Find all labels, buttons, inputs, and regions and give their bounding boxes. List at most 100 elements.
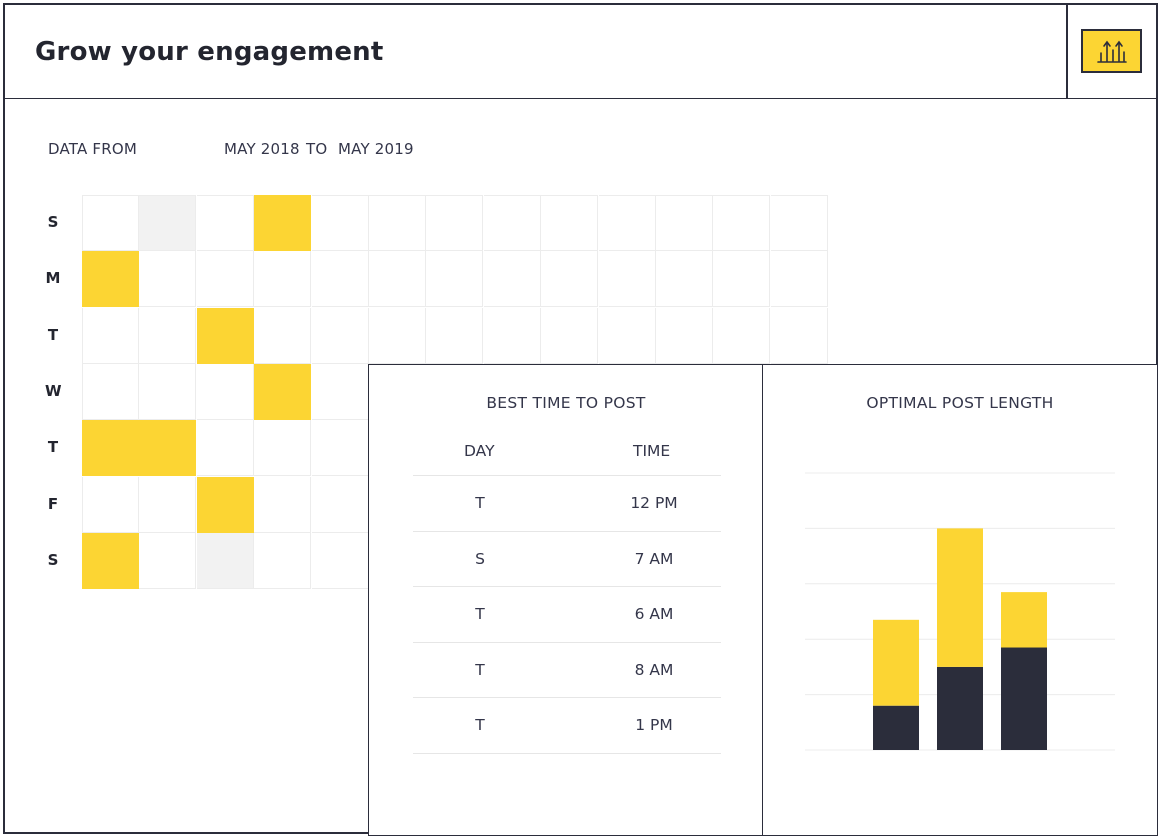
day-label: M: [45, 269, 61, 288]
heatmap-cell: [82, 363, 139, 420]
heatmap-cell: [311, 251, 369, 308]
heatmap-cell: [311, 532, 369, 589]
table-divider: [413, 586, 721, 587]
day-label: S: [47, 213, 59, 231]
heatmap-cell: [196, 307, 254, 364]
bar-segment-dark: [1001, 647, 1047, 750]
heatmap-cell: [541, 195, 599, 251]
row-day: T: [475, 494, 485, 512]
optimal-length-panel: OPTIMAL POST LENGTH: [762, 364, 1158, 836]
date-to: MAY 2019: [338, 140, 414, 158]
page-title: Grow your engagement: [35, 37, 384, 67]
day-label: T: [47, 325, 59, 344]
bar-segment-dark: [873, 705, 919, 750]
bar-chart-arrows-icon[interactable]: [1081, 29, 1142, 73]
row-day: T: [475, 716, 485, 734]
table-divider: [413, 752, 721, 754]
header-divider: [1066, 5, 1068, 98]
heatmap-cell: [426, 195, 484, 251]
heatmap-cell: [82, 420, 139, 477]
row-time: 1 PM: [635, 716, 673, 734]
bar-segment-yellow: [937, 528, 983, 667]
heatmap-cell: [196, 420, 254, 477]
heatmap-cell: [770, 307, 828, 364]
day-label: F: [47, 494, 59, 513]
heatmap-cell: [713, 251, 771, 308]
heatmap-cell: [196, 195, 254, 251]
card-header: Grow your engagement: [5, 5, 1156, 99]
heatmap-cell: [254, 532, 312, 589]
day-label: S: [47, 550, 59, 569]
bar-segment-dark: [937, 666, 983, 750]
table-divider: [413, 697, 721, 698]
bar-chart-arrows-glyph: [1097, 40, 1127, 63]
heatmap-cell: [713, 195, 771, 251]
heatmap-cell: [196, 363, 254, 420]
row-time: 7 AM: [634, 549, 674, 568]
row-day: T: [475, 660, 485, 679]
row-time: 8 AM: [634, 660, 674, 679]
heatmap-cell: [254, 420, 312, 477]
heatmap-cell: [369, 307, 426, 364]
heatmap-cell: [139, 420, 197, 477]
optimal-length-title: OPTIMAL POST LENGTH: [866, 394, 1054, 412]
heatmap-cell: [254, 195, 312, 251]
heatmap-cell: [139, 363, 197, 420]
heatmap-cell: [254, 363, 312, 420]
heatmap-cell: [598, 251, 656, 308]
heatmap-cell: [139, 251, 197, 308]
heatmap-cell: [82, 251, 139, 308]
best-time-title: BEST TIME TO POST: [486, 394, 646, 412]
heatmap-cell: [311, 476, 369, 533]
heatmap-cell: [656, 195, 713, 251]
heatmap-cell: [483, 307, 541, 364]
heatmap-cell: [656, 307, 713, 364]
heatmap-cell: [369, 251, 426, 308]
heatmap-cell: [656, 251, 713, 308]
best-time-panel: BEST TIME TO POST DAY TIME T 12 PM S 7 AM T 6…: [368, 364, 764, 836]
heatmap-cell: [426, 307, 484, 364]
bar-segment-yellow: [873, 619, 919, 706]
heatmap-cell: [254, 251, 312, 308]
table-divider: [413, 641, 721, 643]
heatmap-cell: [770, 195, 828, 251]
row-time: 6 AM: [634, 605, 674, 623]
row-time: 12 PM: [630, 494, 678, 512]
row-day: S: [475, 549, 485, 568]
heatmap-cell: [311, 195, 369, 251]
heatmap-cell: [82, 195, 139, 251]
heatmap-cell: [139, 532, 197, 589]
day-label: W: [45, 381, 62, 400]
bar-segment-yellow: [1001, 592, 1047, 648]
col-time-header: TIME: [633, 442, 671, 460]
heatmap-cell: [196, 476, 254, 533]
heatmap-cell: [311, 420, 369, 477]
heatmap-cell: [311, 307, 369, 364]
heatmap-cell: [369, 195, 426, 251]
heatmap-cell: [254, 476, 312, 533]
heatmap-cell: [82, 476, 139, 533]
heatmap-cell: [541, 307, 599, 364]
heatmap-cell: [139, 476, 197, 533]
data-from-label: DATA FROM: [48, 140, 138, 158]
heatmap-cell: [139, 307, 197, 364]
date-separator: TO: [306, 140, 328, 158]
table-divider: [413, 530, 721, 532]
heatmap-cell: [770, 251, 828, 308]
col-day-header: DAY: [464, 442, 495, 460]
heatmap-cell: [598, 307, 656, 364]
post-length-chart: [805, 472, 1115, 751]
heatmap-cell: [82, 532, 139, 589]
row-day: T: [475, 605, 485, 623]
heatmap-cell: [196, 532, 254, 589]
heatmap-cell: [311, 363, 369, 420]
heatmap-cell: [82, 307, 139, 364]
date-from: MAY 2018: [224, 140, 300, 158]
heatmap-cell: [254, 307, 312, 364]
day-label: T: [47, 438, 59, 457]
heatmap-cell: [196, 251, 254, 308]
heatmap-cell: [598, 195, 656, 251]
heatmap-cell: [483, 251, 541, 308]
heatmap-cell: [713, 307, 771, 364]
table-divider: [413, 475, 721, 476]
